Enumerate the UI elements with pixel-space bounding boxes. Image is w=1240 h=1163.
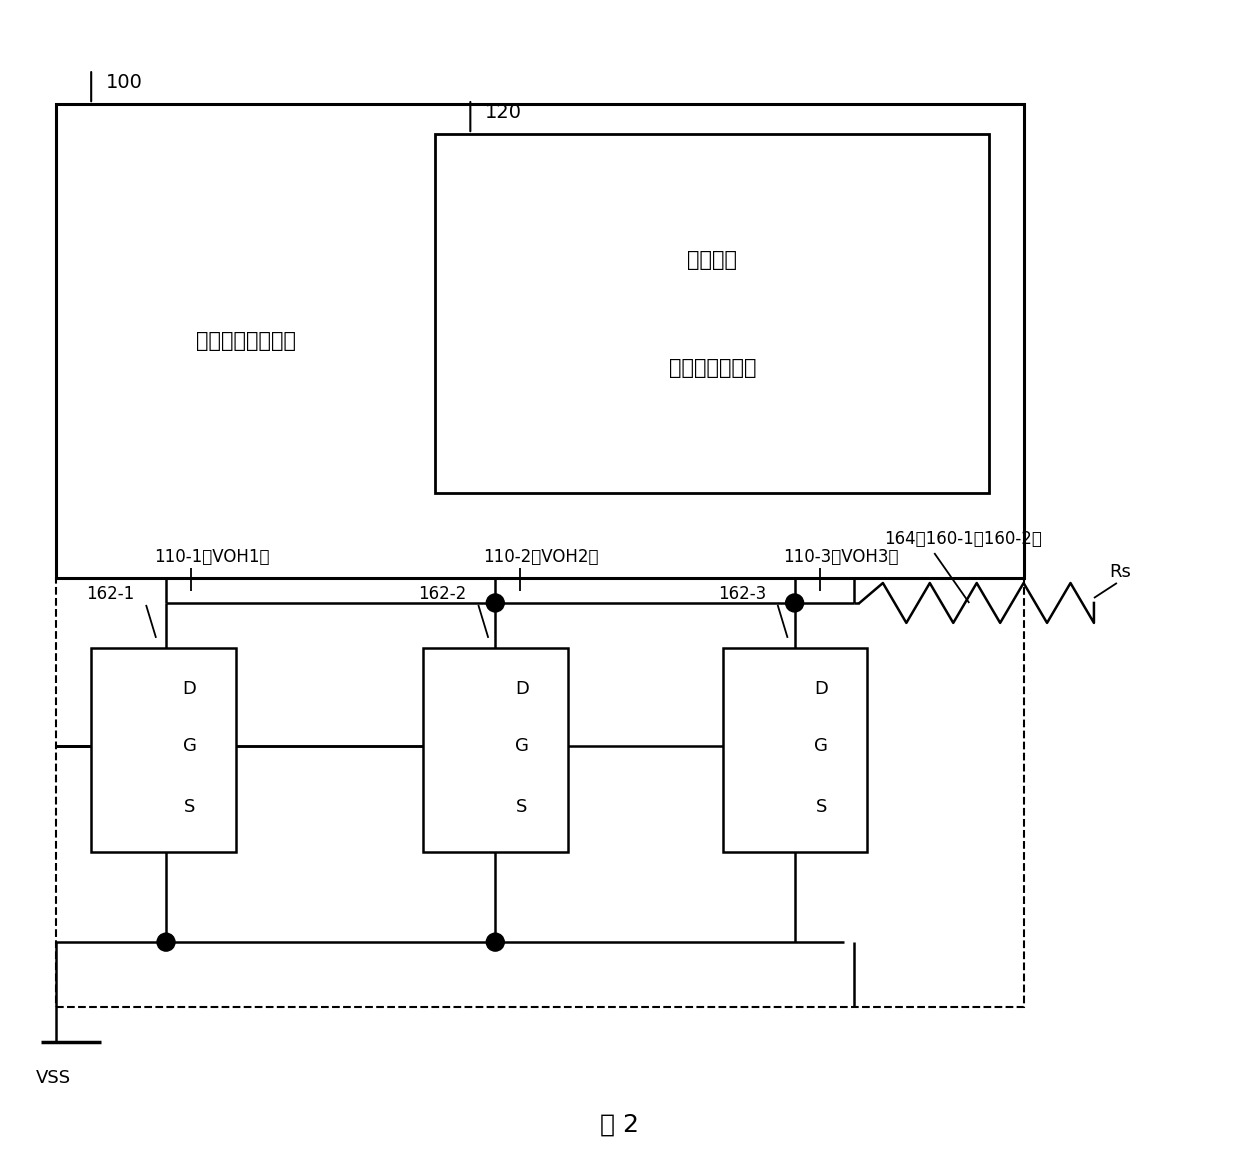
Text: 图 2: 图 2 — [600, 1113, 640, 1136]
Bar — [56, 578, 1024, 1007]
Text: 120: 120 — [485, 104, 522, 122]
Text: D: D — [515, 679, 528, 698]
Text: G: G — [182, 737, 196, 755]
Text: 设置信息寄存器: 设置信息寄存器 — [668, 357, 756, 378]
Bar — [723, 648, 868, 852]
Text: 110-2（VOH2）: 110-2（VOH2） — [484, 548, 599, 566]
Text: S: S — [516, 798, 527, 816]
Text: S: S — [184, 798, 195, 816]
Text: G: G — [515, 737, 528, 755]
Circle shape — [157, 933, 175, 951]
Text: 终端电阻: 终端电阻 — [687, 250, 738, 270]
Text: D: D — [182, 679, 196, 698]
Text: 164（160-1，160-2）: 164（160-1，160-2） — [884, 530, 1043, 548]
Bar — [423, 648, 568, 852]
Text: VSS: VSS — [36, 1069, 72, 1086]
Text: 110-1（VOH1）: 110-1（VOH1） — [154, 548, 269, 566]
Text: 162-3: 162-3 — [718, 585, 766, 602]
Text: 162-2: 162-2 — [418, 585, 466, 602]
Text: G: G — [815, 737, 828, 755]
Text: Rs: Rs — [1109, 563, 1131, 582]
Bar — [92, 648, 236, 852]
Circle shape — [786, 594, 804, 612]
Text: 110-3（VOH3）: 110-3（VOH3） — [782, 548, 898, 566]
Text: 终端电阻控制电路: 终端电阻控制电路 — [196, 331, 296, 351]
Circle shape — [486, 594, 505, 612]
Bar — [435, 134, 990, 493]
Text: 162-1: 162-1 — [87, 585, 134, 602]
Text: D: D — [815, 679, 828, 698]
Text: 100: 100 — [107, 73, 143, 92]
Circle shape — [486, 933, 505, 951]
Bar — [56, 105, 1024, 578]
Text: S: S — [816, 798, 827, 816]
